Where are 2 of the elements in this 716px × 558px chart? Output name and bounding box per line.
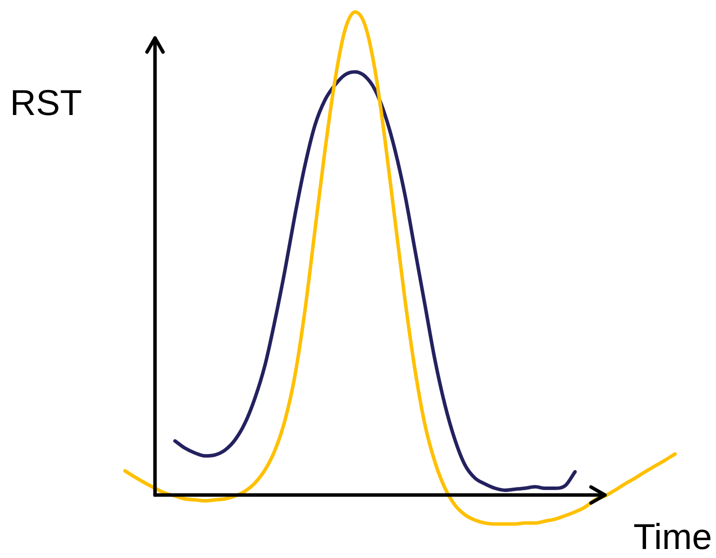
- x-axis-title: Time: [633, 516, 712, 558]
- y-axis-title: RST: [10, 82, 82, 124]
